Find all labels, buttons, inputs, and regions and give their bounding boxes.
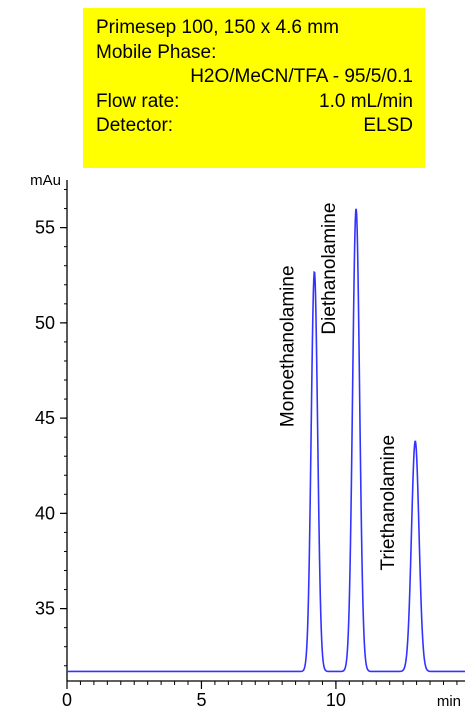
y-tick-label: 55 <box>35 218 55 238</box>
y-tick-label: 50 <box>35 313 55 333</box>
peak-label: Monoethanolamine <box>277 265 298 427</box>
y-tick-label: 35 <box>35 599 55 619</box>
peak-label: Diethanolamine <box>319 203 340 335</box>
mobile-phase-value-line: H2O/MeCN/TFA - 95/5/0.1 <box>96 65 413 90</box>
peak-label: Triethanolamine <box>378 435 399 571</box>
mobile-phase-value: H2O/MeCN/TFA - 95/5/0.1 <box>190 66 413 87</box>
chromatogram-trace <box>67 208 465 673</box>
flow-rate-line: Flow rate: 1.0 mL/min <box>96 90 413 115</box>
detector-label: Detector: <box>96 115 174 136</box>
flow-rate-label: Flow rate: <box>96 90 180 112</box>
detector-value: ELSD <box>363 115 413 136</box>
y-tick-label: 45 <box>35 408 55 428</box>
mobile-phase-label: Mobile Phase: <box>96 41 217 63</box>
x-tick-label: 5 <box>196 690 206 707</box>
x-tick-label: 0 <box>62 690 72 707</box>
y-tick-label: 40 <box>35 503 55 523</box>
flow-rate-value: 1.0 mL/min <box>319 90 413 112</box>
column-text: Primesep 100, 150 x 4.6 mm <box>96 17 339 38</box>
x-tick-label: 10 <box>326 690 346 707</box>
method-info-box: Primesep 100, 150 x 4.6 mm Mobile Phase:… <box>83 8 425 168</box>
mobile-phase-line: Mobile Phase: <box>96 41 413 66</box>
column-line: Primesep 100, 150 x 4.6 mm <box>96 16 413 41</box>
detector-line: Detector: ELSD <box>96 114 413 139</box>
x-axis-label: min <box>437 693 461 707</box>
y-axis-label: mAu <box>30 172 61 189</box>
